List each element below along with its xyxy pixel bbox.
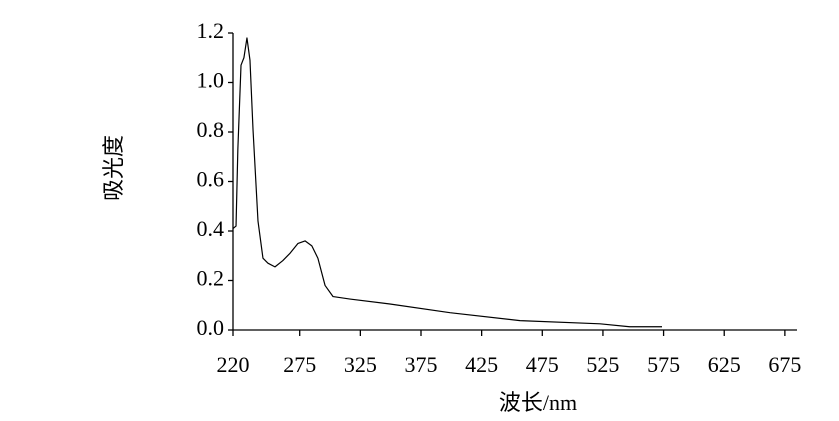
x-tick-label: 425 <box>465 352 498 377</box>
y-tick-label: 1.0 <box>197 68 225 93</box>
x-tick-label: 525 <box>586 352 619 377</box>
x-tick-label: 275 <box>283 352 316 377</box>
y-tick-label: 0.4 <box>197 216 225 241</box>
y-tick-label: 0.6 <box>197 167 225 192</box>
x-tick-label: 375 <box>405 352 438 377</box>
x-tick-label: 625 <box>708 352 741 377</box>
x-tick-label: 220 <box>217 352 250 377</box>
data-line <box>232 37 662 328</box>
y-tick-label: 0.8 <box>197 117 225 142</box>
y-tick-label: 1.2 <box>197 18 225 43</box>
x-tick-label: 325 <box>344 352 377 377</box>
x-tick-label: 575 <box>647 352 680 377</box>
y-axis-label: 吸光度 <box>101 135 126 201</box>
x-axis-label: 波长/nm <box>499 390 577 415</box>
x-tick-label: 675 <box>768 352 801 377</box>
x-tick-label: 475 <box>526 352 559 377</box>
y-tick-label: 0.2 <box>197 266 225 291</box>
y-tick-label: 0.0 <box>197 315 225 340</box>
